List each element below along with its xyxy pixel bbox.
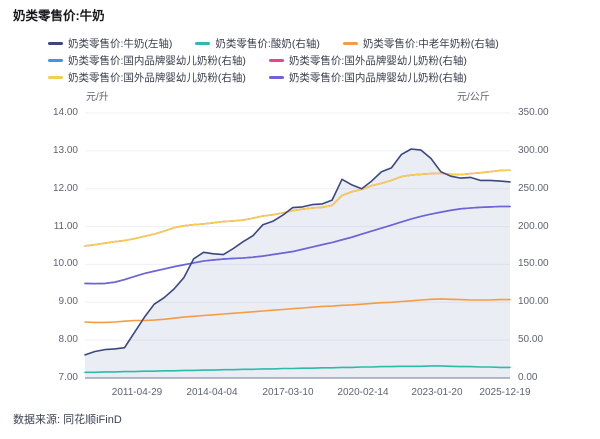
legend-item-3[interactable]: 奶类零售价:国内品牌婴幼儿奶粉(右轴) (48, 53, 246, 68)
x-tick-label: 2014-04-04 (186, 387, 238, 398)
left-axis-unit: 元/升 (86, 92, 109, 103)
legend-label: 奶类零售价:国外品牌婴幼儿奶粉(右轴) (288, 55, 467, 67)
x-tick-label: 2020-02-14 (337, 387, 389, 398)
data-source: 数据来源: 同花顺iFinD (13, 414, 122, 426)
series-line-4 (84, 169, 511, 247)
x-tick-label: 2011-04-29 (111, 387, 163, 398)
x-tick-label: 2025-12-19 (479, 387, 531, 398)
right-tick-label: 200.00 (518, 220, 549, 232)
left-tick-label: 12.00 (52, 182, 78, 194)
legend-item-2[interactable]: 奶类零售价:中老年奶粉(右轴) (342, 36, 499, 51)
legend-marker-icon (48, 42, 63, 45)
legend-label: 奶类零售价:国外品牌婴幼儿奶粉(右轴) (68, 72, 246, 84)
left-tick-label: 8.00 (58, 334, 78, 346)
legend-item-0[interactable]: 奶类零售价:牛奶(左轴) (48, 36, 172, 51)
legend-label: 奶类零售价:中老年奶粉(右轴) (362, 38, 499, 50)
legend-marker-icon (48, 76, 63, 79)
chart-title: 奶类零售价:牛奶 (13, 9, 105, 23)
left-tick-label: 13.00 (52, 144, 78, 156)
left-tick-label: 11.00 (53, 220, 78, 232)
x-tick-label: 2017-03-10 (262, 387, 314, 398)
right-axis-unit: 元/公斤 (457, 92, 490, 103)
series-area-6 (85, 149, 510, 378)
right-tick-label: 350.00 (518, 107, 549, 118)
legend-label: 奶类零售价:国内品牌婴幼儿奶粉(右轴) (68, 55, 246, 67)
series-line-5 (84, 205, 511, 285)
legend-label: 奶类零售价:牛奶(左轴) (68, 38, 173, 50)
legend-row: 奶类零售价:国内品牌婴幼儿奶粉(右轴) 奶类零售价:国外品牌婴幼儿奶粉(右轴) (48, 52, 499, 69)
right-tick-label: 300.00 (518, 144, 549, 156)
legend-marker-icon (268, 59, 284, 62)
right-tick-label: 100.00 (518, 296, 549, 308)
right-tick-label: 0.00 (518, 372, 538, 383)
left-tick-label: 10.00 (52, 258, 78, 270)
right-tick-label: 150.00 (518, 258, 549, 270)
legend-item-1[interactable]: 奶类零售价:酸奶(右轴) (195, 36, 320, 51)
left-tick-label: 7.00 (58, 372, 78, 383)
legend-label: 奶类零售价:国内品牌婴幼儿奶粉(右轴) (288, 72, 467, 84)
legend: 奶类零售价:牛奶(左轴) 奶类零售价:酸奶(右轴) 奶类零售价:中老年奶粉(右轴) 奶… (48, 35, 499, 86)
series-line-0 (84, 365, 511, 374)
x-tick-label: 2023-01-20 (411, 387, 463, 398)
legend-item-5[interactable]: 奶类零售价:国外品牌婴幼儿奶粉(右轴) (48, 70, 246, 85)
left-tick-label: 14.00 (52, 107, 78, 118)
right-tick-label: 50.00 (518, 334, 544, 346)
series-line-6 (84, 148, 511, 356)
left-tick-label: 9.00 (58, 296, 78, 308)
right-tick-label: 250.00 (518, 182, 549, 194)
legend-item-6[interactable]: 奶类零售价:国内品牌婴幼儿奶粉(右轴) (268, 70, 467, 85)
legend-marker-icon (48, 59, 63, 62)
legend-row: 奶类零售价:国外品牌婴幼儿奶粉(右轴) 奶类零售价:国内品牌婴幼儿奶粉(右轴) (48, 69, 499, 86)
legend-marker-icon (195, 42, 211, 45)
legend-label: 奶类零售价:酸奶(右轴) (215, 38, 320, 50)
legend-row: 奶类零售价:牛奶(左轴) 奶类零售价:酸奶(右轴) 奶类零售价:中老年奶粉(右轴) (48, 35, 499, 52)
legend-marker-icon (268, 76, 284, 79)
legend-item-4[interactable]: 奶类零售价:国外品牌婴幼儿奶粉(右轴) (268, 53, 467, 68)
legend-marker-icon (342, 42, 358, 45)
series-line-1 (84, 298, 511, 324)
